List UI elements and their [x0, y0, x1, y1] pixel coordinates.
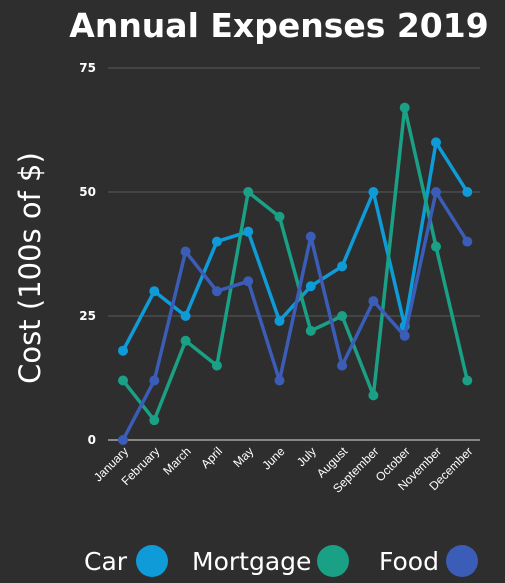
- data-point-food[interactable]: [149, 375, 160, 386]
- data-point-car[interactable]: [368, 187, 379, 197]
- data-point-mortgage[interactable]: [243, 187, 254, 197]
- legend-swatch: [136, 545, 168, 577]
- legend-label: Mortgage: [192, 547, 311, 576]
- data-point-car[interactable]: [118, 345, 128, 356]
- chart-title: Annual Expenses 2019: [69, 6, 488, 45]
- data-point-mortgage[interactable]: [305, 325, 316, 336]
- series-mortgage: [118, 102, 473, 426]
- data-point-mortgage[interactable]: [399, 102, 410, 113]
- data-point-mortgage[interactable]: [337, 311, 348, 321]
- data-point-mortgage[interactable]: [211, 360, 222, 371]
- legend-label: Car: [84, 547, 128, 576]
- data-point-food[interactable]: [180, 246, 191, 257]
- data-point-food[interactable]: [274, 375, 285, 386]
- data-point-car[interactable]: [243, 226, 254, 237]
- x-tick-label: July: [294, 444, 319, 469]
- x-tick-label: March: [160, 444, 193, 477]
- y-tick-label: 75: [79, 61, 96, 75]
- data-point-food[interactable]: [368, 296, 379, 307]
- series-lines: [118, 102, 473, 445]
- y-tick-label: 0: [88, 433, 96, 447]
- data-point-car[interactable]: [211, 236, 222, 247]
- data-point-car[interactable]: [431, 137, 441, 148]
- data-point-mortgage[interactable]: [368, 390, 379, 401]
- data-point-food[interactable]: [462, 236, 473, 247]
- x-tick-label: June: [259, 444, 288, 473]
- series-line-food: [121, 190, 470, 442]
- data-point-mortgage[interactable]: [118, 375, 128, 386]
- series-line-mortgage: [121, 105, 470, 422]
- data-point-mortgage[interactable]: [274, 211, 285, 222]
- series-food: [118, 187, 473, 445]
- series-line-car: [121, 140, 470, 353]
- legend-swatch: [446, 545, 478, 577]
- data-point-mortgage[interactable]: [149, 415, 160, 426]
- data-point-food[interactable]: [305, 231, 316, 242]
- data-point-mortgage[interactable]: [180, 335, 191, 346]
- data-point-car[interactable]: [180, 311, 191, 321]
- y-tick-label: 25: [79, 309, 96, 323]
- legend[interactable]: Car Mortgage Food: [84, 545, 478, 577]
- data-point-food[interactable]: [211, 286, 222, 297]
- y-tick-label: 50: [79, 185, 96, 199]
- data-point-car[interactable]: [337, 261, 348, 272]
- data-point-food[interactable]: [118, 435, 128, 445]
- legend-item-mortgage[interactable]: Mortgage: [192, 545, 349, 577]
- data-point-car[interactable]: [305, 281, 316, 292]
- data-point-food[interactable]: [399, 330, 410, 341]
- legend-label: Food: [379, 547, 439, 576]
- data-point-food[interactable]: [431, 187, 441, 197]
- data-point-car[interactable]: [149, 286, 160, 297]
- x-tick-label: April: [198, 444, 225, 471]
- x-tick-label: May: [230, 444, 256, 470]
- data-point-car[interactable]: [274, 315, 285, 326]
- data-point-food[interactable]: [243, 276, 254, 287]
- legend-item-car[interactable]: Car: [84, 545, 168, 577]
- legend-item-food[interactable]: Food: [379, 545, 478, 577]
- y-axis-ticks: 0 25 50 75: [79, 61, 96, 447]
- data-point-mortgage[interactable]: [462, 375, 473, 386]
- data-point-mortgage[interactable]: [431, 241, 441, 252]
- data-point-food[interactable]: [337, 360, 348, 371]
- y-axis-label: Cost (100s of $): [13, 152, 47, 384]
- data-point-car[interactable]: [462, 187, 473, 197]
- legend-swatch: [317, 545, 349, 577]
